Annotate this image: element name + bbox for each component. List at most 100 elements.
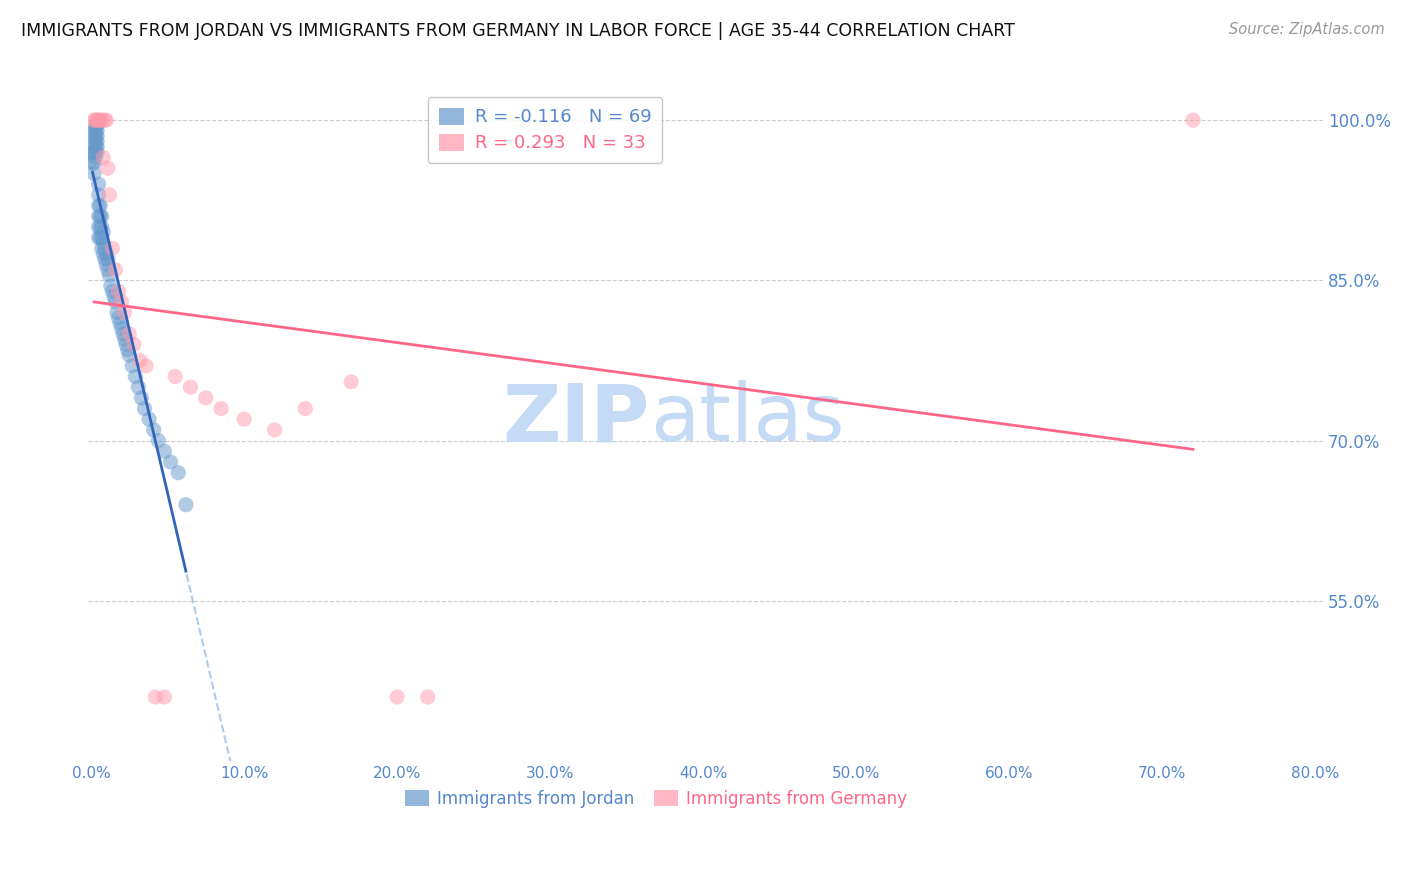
Point xyxy=(129,353,152,368)
Point xyxy=(101,284,124,298)
Point xyxy=(194,391,217,405)
Point xyxy=(174,498,197,512)
Point xyxy=(91,225,114,239)
Point xyxy=(89,209,111,223)
Point xyxy=(98,188,121,202)
Point xyxy=(87,178,110,192)
Point xyxy=(83,156,105,170)
Point xyxy=(159,455,181,469)
Point xyxy=(104,262,127,277)
Point xyxy=(87,113,110,128)
Text: IMMIGRANTS FROM JORDAN VS IMMIGRANTS FROM GERMANY IN LABOR FORCE | AGE 35-44 COR: IMMIGRANTS FROM JORDAN VS IMMIGRANTS FRO… xyxy=(21,22,1015,40)
Point xyxy=(100,278,122,293)
Point xyxy=(91,235,114,250)
Point xyxy=(114,305,136,319)
Point xyxy=(233,412,256,426)
Point xyxy=(84,129,107,144)
Point xyxy=(90,219,112,234)
Point xyxy=(107,310,129,325)
Point xyxy=(138,412,160,426)
Point xyxy=(86,135,108,149)
Point xyxy=(83,145,105,160)
Point xyxy=(87,188,110,202)
Point xyxy=(96,246,118,260)
Point xyxy=(107,284,129,298)
Point xyxy=(86,145,108,160)
Text: ZIP: ZIP xyxy=(503,380,650,458)
Point xyxy=(90,209,112,223)
Point xyxy=(117,343,139,357)
Point xyxy=(89,113,111,128)
Point xyxy=(148,434,170,448)
Point xyxy=(84,151,107,165)
Point xyxy=(110,294,132,309)
Point xyxy=(134,401,156,416)
Point xyxy=(1182,113,1205,128)
Point xyxy=(87,219,110,234)
Point xyxy=(131,391,153,405)
Point xyxy=(98,268,121,282)
Point xyxy=(83,124,105,138)
Point xyxy=(153,444,176,458)
Point xyxy=(115,337,138,351)
Point xyxy=(118,326,141,341)
Point xyxy=(142,423,165,437)
Legend: Immigrants from Jordan, Immigrants from Germany: Immigrants from Jordan, Immigrants from … xyxy=(399,783,914,814)
Point xyxy=(97,252,120,266)
Point xyxy=(90,241,112,255)
Point xyxy=(90,113,112,128)
Point xyxy=(87,199,110,213)
Point xyxy=(263,423,285,437)
Point xyxy=(84,140,107,154)
Point xyxy=(86,129,108,144)
Point xyxy=(87,209,110,223)
Point xyxy=(112,326,135,341)
Point xyxy=(121,359,143,373)
Point xyxy=(86,124,108,138)
Point xyxy=(83,135,105,149)
Point xyxy=(84,135,107,149)
Point xyxy=(108,316,131,330)
Point xyxy=(94,252,117,266)
Point xyxy=(114,332,136,346)
Point xyxy=(153,690,176,704)
Text: atlas: atlas xyxy=(650,380,845,458)
Point xyxy=(86,140,108,154)
Point xyxy=(84,119,107,133)
Point xyxy=(84,124,107,138)
Point xyxy=(416,690,439,704)
Point xyxy=(104,294,127,309)
Point xyxy=(84,145,107,160)
Point xyxy=(294,401,316,416)
Point xyxy=(86,119,108,133)
Point xyxy=(89,230,111,244)
Point xyxy=(135,359,157,373)
Point xyxy=(118,348,141,362)
Point xyxy=(167,466,190,480)
Point xyxy=(105,305,128,319)
Point xyxy=(96,113,118,128)
Point xyxy=(91,151,114,165)
Point xyxy=(94,241,117,255)
Point xyxy=(110,321,132,335)
Point xyxy=(84,113,107,128)
Point xyxy=(97,262,120,277)
Point xyxy=(91,246,114,260)
Point xyxy=(101,241,124,255)
Point xyxy=(94,113,117,128)
Point xyxy=(103,289,125,303)
Point xyxy=(127,380,149,394)
Point xyxy=(82,145,104,160)
Point xyxy=(209,401,232,416)
Point xyxy=(87,230,110,244)
Point xyxy=(83,113,105,128)
Point xyxy=(82,156,104,170)
Text: Source: ZipAtlas.com: Source: ZipAtlas.com xyxy=(1229,22,1385,37)
Point xyxy=(165,369,187,384)
Point xyxy=(96,257,118,271)
Point xyxy=(89,199,111,213)
Point xyxy=(179,380,201,394)
Point xyxy=(143,690,166,704)
Point xyxy=(89,219,111,234)
Point xyxy=(124,369,146,384)
